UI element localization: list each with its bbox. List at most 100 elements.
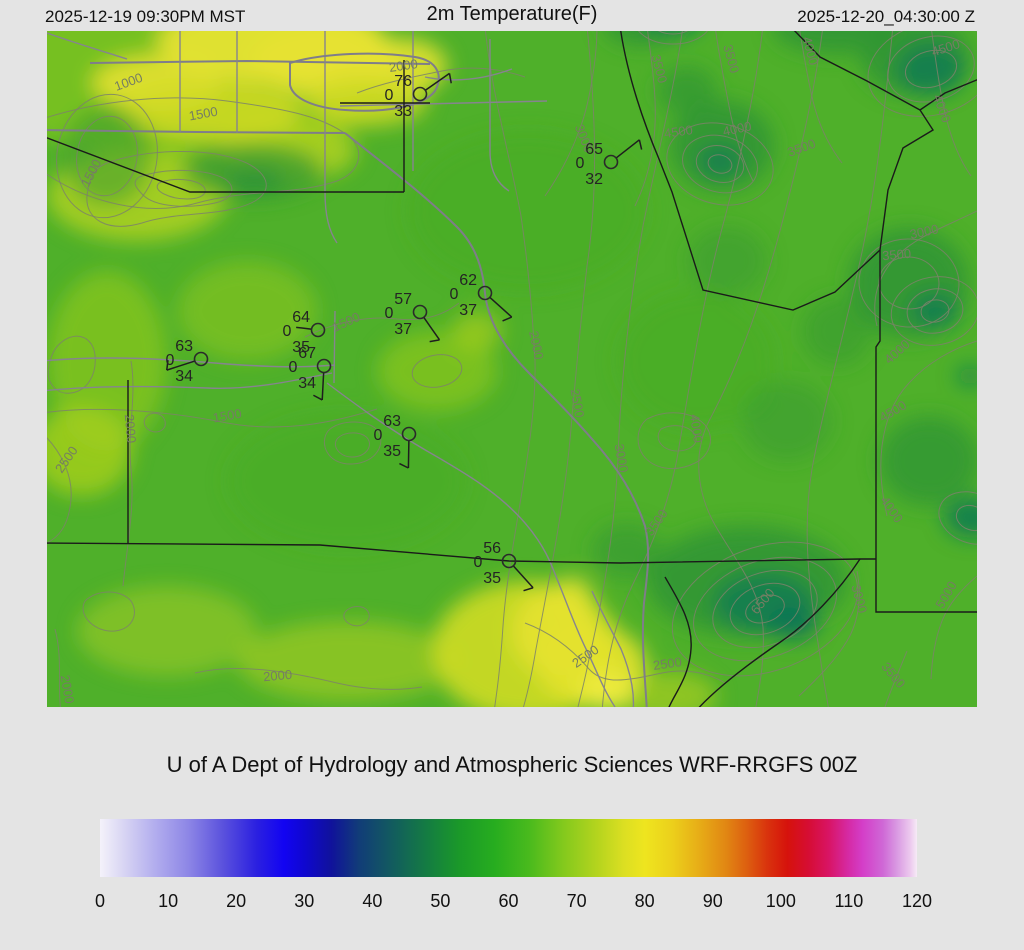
station-dewpoint: 34 [298, 375, 316, 392]
contour-label: 4500 [663, 122, 694, 141]
station-circle [316, 358, 332, 374]
station-dewpoint: 33 [394, 103, 412, 120]
station-circle [193, 351, 209, 367]
wind-barb-flag [166, 360, 169, 371]
wind-barb-shaft [513, 565, 534, 589]
wind-barb-flag [399, 462, 409, 469]
contour-label: 4000 [687, 413, 706, 444]
contour-label: 2000 [58, 674, 78, 705]
contour-label: 2500 [568, 388, 588, 419]
station-temp: 65 [585, 141, 603, 158]
station-cloud: 0 [289, 359, 298, 376]
wind-barb-shaft [616, 139, 640, 159]
station-dewpoint: 37 [394, 321, 412, 338]
county-borders [47, 31, 977, 707]
contour-label: 2000 [526, 329, 547, 360]
map-title: 2m Temperature(F) [426, 3, 598, 25]
wind-barb-shaft [425, 72, 450, 91]
station-cloud: 0 [450, 286, 459, 303]
temperature-colorbar: 0 10 20 30 40 50 60 70 80 90 100 110 120 [95, 819, 932, 913]
wind-barb-flag [429, 339, 440, 343]
colorbar-tick-label: 40 [362, 891, 383, 911]
contour-label: 1500 [212, 406, 243, 426]
map-canvas: 1000150015001500150020002000200020002000… [47, 31, 977, 707]
station-temp: 57 [394, 291, 412, 308]
colorbar-tick-label: 60 [498, 891, 519, 911]
contour-label: 3000 [848, 583, 870, 615]
wind-barb-shaft [489, 297, 513, 318]
colorbar-tick-label: 50 [430, 891, 451, 911]
station-temp: 63 [175, 338, 193, 355]
wind-barb-shaft [423, 317, 441, 341]
station-circle [477, 285, 493, 301]
contour-label: 3000 [612, 443, 632, 474]
contour-label: 2000 [263, 667, 293, 684]
colorbar-tick-label: 80 [634, 891, 655, 911]
wind-barb-flag [313, 394, 323, 401]
station-circle [401, 426, 417, 442]
colorbar-tick-label: 110 [834, 891, 864, 911]
colorbar-tick-labels: 0 10 20 30 40 50 60 70 80 90 100 110 120 [95, 891, 932, 913]
station-circle [501, 553, 517, 569]
wind-barb-shaft [296, 326, 312, 330]
contour-label: 3500 [882, 246, 912, 263]
station-cloud: 0 [385, 305, 394, 322]
colorbar-tick-label: 10 [158, 891, 179, 911]
contour-label: 1500 [188, 104, 219, 124]
colorbar-tick-label: 120 [901, 891, 933, 911]
colorbar-tick-label: 30 [294, 891, 315, 911]
colorbar-tick-label: 70 [566, 891, 587, 911]
station-circle [412, 86, 428, 102]
elevation-contours [47, 31, 977, 707]
station-temp: 67 [298, 345, 316, 362]
station-temp: 63 [383, 413, 401, 430]
station-temp: 56 [483, 540, 501, 557]
station-cloud: 0 [576, 155, 585, 172]
station-temp: 64 [292, 309, 310, 326]
station-dewpoint: 35 [292, 339, 310, 356]
station-temp: 76 [394, 73, 412, 90]
station-cloud: 0 [474, 554, 483, 571]
station-dewpoint: 32 [585, 171, 603, 188]
colorbar-tick-label: 20 [226, 891, 247, 911]
contour-label: 4000 [799, 35, 821, 67]
station-circle [310, 322, 326, 338]
station-dewpoint: 34 [175, 368, 193, 385]
contour-label: 2500 [652, 654, 683, 673]
wind-barb-shaft [166, 360, 195, 371]
station-cloud: 0 [166, 352, 175, 369]
colorbar-tick-label: 0 [94, 891, 106, 911]
wind-barb-flag [502, 316, 513, 322]
credit-line: U of A Dept of Hydrology and Atmospheric… [166, 752, 858, 777]
wind-barb-flag [638, 139, 643, 150]
station-dewpoint: 35 [483, 570, 501, 587]
contour-label: 3000 [908, 221, 939, 242]
wind-barb-shaft [321, 372, 325, 400]
station-dewpoint: 35 [383, 443, 401, 460]
station-cloud: 0 [374, 427, 383, 444]
contour-label: 4000 [721, 118, 752, 139]
wind-barb-flag [523, 587, 534, 592]
station-cloud: 0 [385, 87, 394, 104]
colorbar-tick-label: 90 [702, 891, 723, 911]
valid-time-local: 2025-12-19 09:30PM MST [45, 7, 246, 26]
station-circle [603, 154, 619, 170]
station-temp: 62 [459, 272, 477, 289]
station-layer: 7603365032620375703764035670346303463035… [166, 72, 643, 592]
station-cloud: 0 [283, 323, 292, 340]
contour-label: 3500 [720, 43, 742, 75]
contour-label: 2000 [388, 56, 419, 75]
wind-barb-flag [448, 73, 452, 84]
station-dewpoint: 37 [459, 302, 477, 319]
road-network [47, 31, 650, 707]
valid-time-utc: 2025-12-20_04:30:00 Z [797, 7, 975, 26]
temperature-shading [47, 31, 977, 707]
